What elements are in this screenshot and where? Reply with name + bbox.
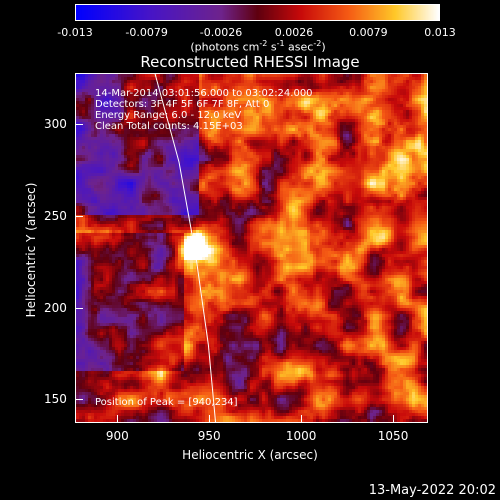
peak-position-label: Position of Peak = [940,234] [95, 397, 238, 408]
render-timestamp: 13-May-2022 20:02 [368, 483, 496, 498]
colorbar-tick-label: 0.013 [424, 26, 456, 39]
plot-area: 14-Mar-2014 03:01:56.000 to 03:02:24.000… [75, 73, 428, 423]
heatmap-image [76, 74, 427, 422]
colorbar-tick-label: -0.0079 [125, 26, 168, 39]
y-tick-label: 250 [44, 208, 67, 223]
chart-title: Reconstructed RHESSI Image [140, 53, 360, 71]
y-tick-mark [76, 124, 83, 126]
colorbar-tick-label: 0.0079 [349, 26, 388, 39]
info-energy-range: Energy Range: 6.0 - 12.0 keV [95, 110, 242, 121]
info-clean-counts: Clean Total counts: 4.15E+03 [95, 121, 243, 132]
y-tick-label: 300 [44, 117, 67, 132]
x-axis-label: Heliocentric X (arcsec) [182, 448, 318, 462]
colorbar-gradient [76, 5, 439, 20]
y-tick-mark [76, 307, 83, 309]
x-tick-label: 1050 [377, 429, 409, 443]
x-tick-mark [209, 415, 211, 422]
colorbar-tick-label: -0.013 [57, 26, 93, 39]
y-tick-label: 150 [44, 392, 67, 407]
y-axis-label: Heliocentric Y (arcsec) [24, 182, 38, 318]
colorbar-tick-label: 0.0026 [274, 26, 314, 39]
x-tick-label: 1000 [285, 429, 317, 443]
y-tick-mark [76, 399, 83, 401]
x-tick-mark [117, 415, 119, 422]
x-tick-mark [301, 415, 303, 422]
colorbar-label: (photons cm-2 s-1 asec-2) [190, 39, 326, 54]
info-detectors: Detectors: 3F 4F 5F 6F 7F 8F, Att 0 [95, 99, 270, 110]
info-time-range: 14-Mar-2014 03:01:56.000 to 03:02:24.000 [95, 88, 313, 99]
x-tick-mark [393, 415, 395, 422]
x-tick-label: 900 [105, 429, 129, 443]
y-tick-label: 200 [44, 300, 67, 315]
x-tick-label: 950 [197, 429, 221, 443]
colorbar [75, 4, 440, 21]
solar-limb-line [154, 74, 217, 422]
colorbar-tick-label: -0.0026 [199, 26, 243, 39]
y-tick-mark [76, 215, 83, 217]
solar-limb-svg [154, 74, 217, 422]
